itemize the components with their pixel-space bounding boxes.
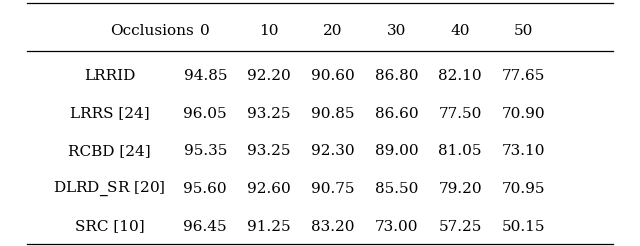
- Text: 70.95: 70.95: [502, 182, 546, 196]
- Text: 95.35: 95.35: [184, 144, 227, 158]
- Text: RCBD [24]: RCBD [24]: [68, 144, 151, 158]
- Text: 50: 50: [514, 24, 534, 38]
- Text: 85.50: 85.50: [375, 182, 418, 196]
- Text: 95.60: 95.60: [184, 182, 227, 196]
- Text: 90.75: 90.75: [311, 182, 355, 196]
- Text: 83.20: 83.20: [311, 220, 355, 234]
- Text: DLRD$\_$SR [20]: DLRD$\_$SR [20]: [54, 180, 166, 198]
- Text: 10: 10: [259, 24, 279, 38]
- Text: 93.25: 93.25: [247, 107, 291, 121]
- Text: 73.10: 73.10: [502, 144, 546, 158]
- Text: 73.00: 73.00: [374, 220, 418, 234]
- Text: 50.15: 50.15: [502, 220, 546, 234]
- Text: 96.45: 96.45: [184, 220, 227, 234]
- Text: 20: 20: [323, 24, 342, 38]
- Text: 82.10: 82.10: [438, 69, 482, 83]
- Text: 86.80: 86.80: [374, 69, 418, 83]
- Text: 70.90: 70.90: [502, 107, 546, 121]
- Text: 91.25: 91.25: [247, 220, 291, 234]
- Text: 90.60: 90.60: [311, 69, 355, 83]
- Text: 57.25: 57.25: [438, 220, 482, 234]
- Text: 0: 0: [200, 24, 210, 38]
- Text: 30: 30: [387, 24, 406, 38]
- Text: 89.00: 89.00: [374, 144, 419, 158]
- Text: LRRS [24]: LRRS [24]: [70, 107, 150, 121]
- Text: 90.85: 90.85: [311, 107, 355, 121]
- Text: 93.25: 93.25: [247, 144, 291, 158]
- Text: 96.05: 96.05: [184, 107, 227, 121]
- Text: Occlusions: Occlusions: [109, 24, 193, 38]
- Text: 94.85: 94.85: [184, 69, 227, 83]
- Text: 92.60: 92.60: [247, 182, 291, 196]
- Text: 77.65: 77.65: [502, 69, 545, 83]
- Text: 86.60: 86.60: [374, 107, 419, 121]
- Text: 92.20: 92.20: [247, 69, 291, 83]
- Text: SRC [10]: SRC [10]: [75, 220, 145, 234]
- Text: 81.05: 81.05: [438, 144, 482, 158]
- Text: 79.20: 79.20: [438, 182, 482, 196]
- Text: 77.50: 77.50: [438, 107, 482, 121]
- Text: 40: 40: [451, 24, 470, 38]
- Text: 92.30: 92.30: [311, 144, 355, 158]
- Text: LRRID: LRRID: [84, 69, 136, 83]
